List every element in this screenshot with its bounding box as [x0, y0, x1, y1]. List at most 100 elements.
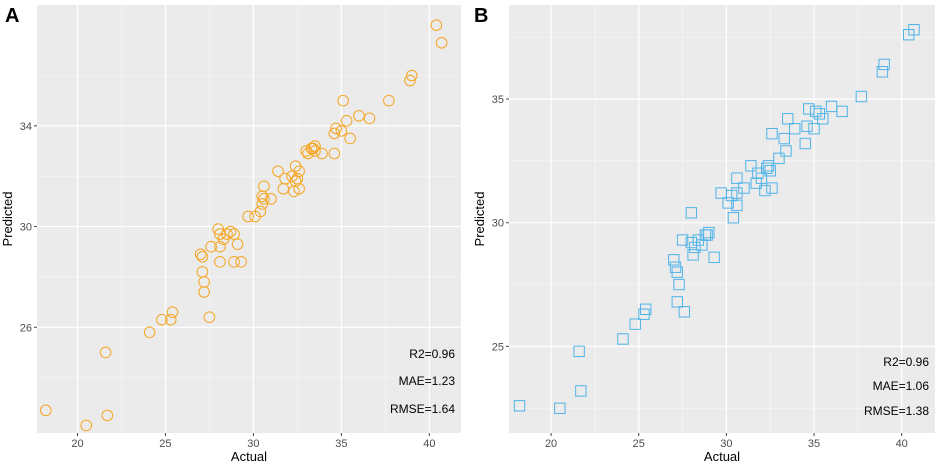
- panel-b-y-tick-label: 25: [492, 341, 504, 353]
- panel-a-data-point: [279, 172, 291, 185]
- panel-b-metric-label: RMSE=1.38: [864, 404, 929, 418]
- panel-a-data-point: [316, 147, 328, 160]
- panel-a-data-point: [143, 326, 156, 339]
- panel-b-data-point: [799, 137, 811, 150]
- panel-a-data-point: [404, 74, 416, 87]
- panel-a-y-axis-title: Predicted: [0, 192, 15, 247]
- panel-b-y-tick-label: 35: [492, 94, 504, 106]
- panel-b-metric-label: R2=0.96: [883, 355, 929, 369]
- panel-b-x-tick-label: 40: [896, 438, 908, 450]
- panel-b-data-point: [876, 66, 889, 78]
- panel-a-data-point: [293, 182, 305, 195]
- panel-a-data-point: [194, 248, 207, 261]
- panel-b-data-point: [782, 113, 794, 125]
- panel-b-data-point: [676, 234, 689, 246]
- panel-a-data-point: [166, 306, 179, 318]
- panel-a-data-point: [214, 256, 226, 268]
- panel-b-data-point: [836, 105, 848, 118]
- panel-a-data-point: [242, 210, 254, 223]
- panel-a-data-point: [258, 193, 270, 205]
- panel-b-x-axis-title: Actual: [704, 449, 740, 463]
- panel-a-data-point: [231, 238, 244, 250]
- panel-a-data-point: [39, 404, 52, 417]
- panel-a-data-point: [265, 193, 277, 205]
- panel-b-data-point: [766, 182, 778, 194]
- panel-b-data-point: [617, 333, 629, 345]
- panel-b-data-point: [703, 226, 715, 239]
- panel-a-data-point: [293, 165, 305, 177]
- panel-b-data-point: [575, 385, 587, 397]
- panel-a-data-point: [309, 140, 321, 152]
- panel-a-data-point: [164, 313, 177, 326]
- panel-b-data-point: [678, 306, 691, 318]
- panel-b-data-point: [764, 165, 776, 177]
- panel-b-metric-label: MAE=1.06: [873, 379, 930, 393]
- panel-a-data-point: [203, 311, 216, 323]
- panel-b-data-point: [778, 132, 790, 145]
- panel-b-data-point: [738, 182, 750, 194]
- panel-b-y-tick-label: 30: [492, 218, 504, 230]
- panel-a-data-point: [235, 256, 247, 268]
- panel-b-x-tick-label: 35: [808, 438, 820, 450]
- panel-a-data-point: [340, 115, 353, 127]
- panel-b-data-point: [708, 251, 720, 264]
- panel-a-data-point: [221, 228, 233, 240]
- panel-b-data-point: [808, 122, 820, 135]
- panel-a-data-point: [328, 147, 341, 160]
- panel-a-y-tick-label: 30: [20, 222, 32, 234]
- panel-a-x-tick-label: 20: [71, 438, 83, 450]
- panel-b-data-point: [780, 145, 792, 157]
- panel-a-data-point: [258, 180, 270, 193]
- panel-b-data-point: [668, 254, 680, 266]
- panel-b-data-point: [727, 212, 740, 224]
- panel-a-data-point: [214, 240, 226, 253]
- panel-a-panel-label: A: [5, 5, 19, 27]
- panel-a-data-point: [156, 313, 168, 326]
- panel-a-data-point: [330, 122, 342, 135]
- panel-b-panel-label: B: [474, 5, 488, 27]
- panel-a-x-axis-title: Actual: [231, 449, 267, 463]
- panel-a-data-point: [196, 250, 209, 263]
- panel-b-data-point: [878, 58, 890, 71]
- panel-b-data-point: [817, 113, 829, 125]
- panel-a-data-point: [256, 198, 268, 210]
- panel-a-data-point: [205, 240, 217, 253]
- panel-a-data-point: [344, 132, 356, 145]
- panel-b-y-axis-title: Predicted: [472, 192, 487, 247]
- panel-a-x-tick-label: 35: [335, 438, 347, 450]
- panel-a-data-point: [335, 125, 348, 137]
- panel-b-data-point: [687, 249, 699, 261]
- panel-b-data-point: [573, 345, 585, 358]
- panel-b-x-tick-label: 25: [633, 438, 645, 450]
- panel-b-data-point: [761, 162, 773, 174]
- panel-b-data-point: [513, 400, 526, 412]
- panel-a-x-tick-label: 25: [159, 438, 171, 450]
- panel-a-data-point: [435, 36, 448, 49]
- panel-a-data-point: [328, 127, 341, 140]
- panel-b-data-point: [731, 199, 743, 212]
- panel-b-data-point: [629, 318, 641, 330]
- panel-a-metric-label: R2=0.96: [409, 347, 455, 361]
- panel-b-data-point: [685, 207, 698, 219]
- panel-b-data-point: [908, 24, 920, 36]
- panel-a-data-point: [309, 145, 321, 157]
- panel-a-data-point: [383, 94, 395, 107]
- panel-b-plot-background: [509, 5, 935, 433]
- panel-a-metric-label: RMSE=1.64: [390, 402, 455, 416]
- panel-b-data-point: [801, 120, 813, 132]
- panel-a-data-point: [224, 225, 237, 238]
- panel-a-data-point: [80, 419, 93, 432]
- panel-b-x-tick-label: 30: [720, 438, 732, 450]
- panel-a-data-point: [405, 69, 418, 82]
- panel-a-data-point: [307, 142, 320, 155]
- panel-a-data-point: [99, 346, 112, 359]
- panel-b-data-point: [773, 152, 785, 165]
- panel-a-metric-label: MAE=1.23: [399, 374, 456, 388]
- panel-a-x-tick-label: 30: [247, 438, 259, 450]
- panel-a-data-point: [101, 409, 114, 422]
- panel-a-data-point: [228, 228, 240, 240]
- panel-a-data-point: [228, 256, 240, 268]
- panel-a-plot-background: [37, 5, 461, 433]
- panel-a-data-point: [337, 94, 349, 107]
